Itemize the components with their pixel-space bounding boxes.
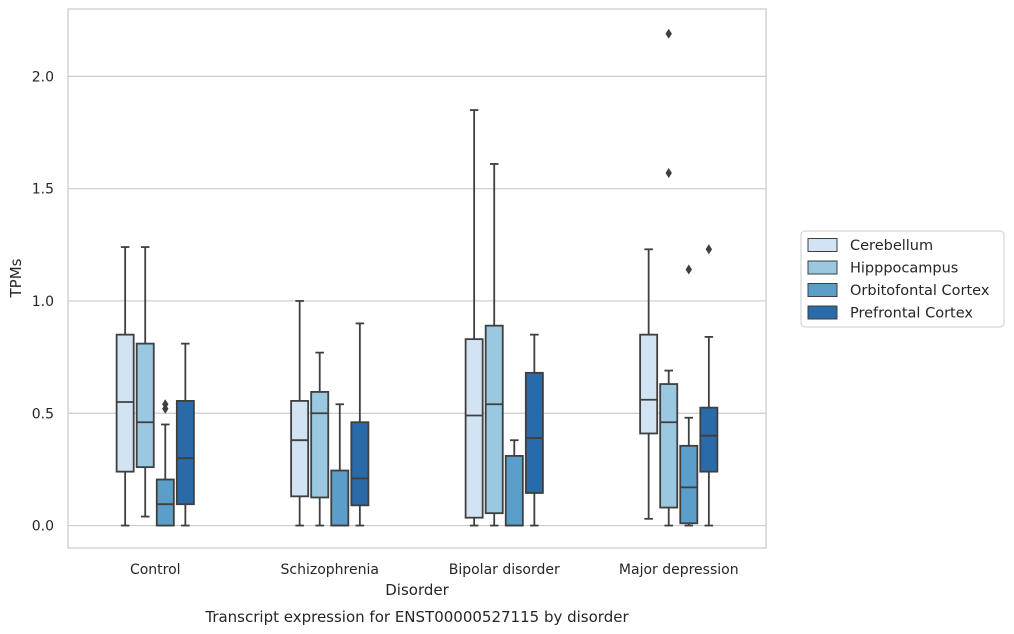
legend: Cerebellum Hipppocampus Orbitofontal Corte… (800, 230, 1005, 328)
box-iqr (504, 455, 524, 527)
legend-swatch (807, 238, 838, 252)
legend-label: Prefrontal Cortex (850, 306, 973, 322)
legend-swatch (807, 260, 838, 275)
legend-label: Hipppocampus (850, 261, 958, 277)
box-iqr (699, 406, 719, 473)
outlier-point (685, 264, 692, 275)
x-tick-labels: Control Schizophrenia Bipolar disorder Majo… (130, 562, 739, 578)
y-tick-label: 0.5 (32, 406, 54, 422)
y-tick-label: 0.0 (32, 519, 54, 535)
box-orbitofontal-cortex-1 (330, 403, 350, 527)
box-iqr (175, 399, 195, 506)
legend-label: Cerebellum (850, 238, 933, 254)
box-hipppocampus-1 (310, 351, 330, 527)
y-axis-title: TPMs (7, 258, 25, 298)
box-iqr (155, 478, 175, 527)
box-orbitofontal-cortex-2 (504, 439, 524, 527)
box-prefrontal-cortex-3 (699, 244, 719, 527)
x-axis-title: Disorder (385, 581, 449, 599)
box-orbitofontal-cortex-0 (155, 399, 175, 527)
outlier-point (162, 399, 169, 410)
box-hipppocampus-2 (484, 163, 504, 527)
box-iqr (350, 421, 370, 507)
box-iqr (290, 399, 310, 498)
box-iqr (310, 391, 330, 499)
x-tick-label: Control (130, 562, 181, 578)
box-prefrontal-cortex-2 (524, 333, 544, 527)
y-tick-label: 2.0 (32, 69, 54, 85)
box-cerebellum-3 (639, 248, 659, 520)
y-tick-label: 1.5 (32, 182, 54, 198)
box-hipppocampus-3 (659, 28, 679, 527)
box-plots (115, 28, 719, 527)
box-iqr (524, 371, 544, 494)
outlier-point (705, 244, 713, 255)
box-hipppocampus-0 (135, 246, 155, 518)
y-tick-label: 1.0 (32, 294, 54, 310)
box-iqr (484, 324, 504, 515)
y-tick-labels: 0.0 0.5 1.0 1.5 2.0 (32, 69, 54, 534)
plot-frame (67, 8, 767, 549)
box-cerebellum-1 (290, 300, 310, 527)
outlier-point (665, 28, 672, 39)
outlier-point (665, 167, 672, 178)
box-prefrontal-cortex-1 (350, 322, 370, 527)
x-tick-label: Bipolar disorder (449, 562, 560, 578)
legend-swatch (807, 283, 838, 297)
box-cerebellum-2 (464, 109, 484, 527)
box-iqr (135, 342, 155, 469)
box-iqr (639, 333, 659, 435)
box-iqr (659, 383, 679, 509)
legend-swatch (807, 305, 838, 320)
x-tick-label: Major depression (619, 562, 739, 578)
legend-label: Orbitofontal Cortex (850, 283, 990, 299)
legend-frame (800, 230, 1005, 328)
box-prefrontal-cortex-0 (175, 342, 195, 527)
box-iqr (330, 469, 350, 527)
box-cerebellum-0 (115, 246, 135, 527)
x-tick-label: Schizophrenia (281, 562, 379, 578)
box-iqr (679, 444, 699, 525)
box-orbitofontal-cortex-3 (679, 264, 699, 527)
box-iqr (115, 333, 135, 473)
box-iqr (464, 338, 484, 519)
chart-title: Transcript expression for ENST0000052711… (204, 608, 629, 626)
